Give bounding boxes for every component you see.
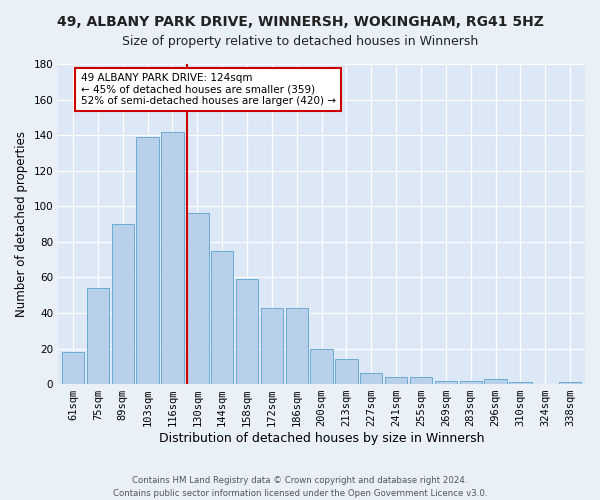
Bar	[186, 214, 209, 384]
Bar	[434, 380, 457, 384]
Bar	[112, 224, 134, 384]
Y-axis label: Number of detached properties: Number of detached properties	[15, 131, 28, 317]
Text: Size of property relative to detached houses in Winnersh: Size of property relative to detached ho…	[122, 35, 478, 48]
Bar	[211, 250, 233, 384]
Text: 49, ALBANY PARK DRIVE, WINNERSH, WOKINGHAM, RG41 5HZ: 49, ALBANY PARK DRIVE, WINNERSH, WOKINGH…	[56, 15, 544, 29]
Bar	[559, 382, 581, 384]
Bar	[335, 359, 358, 384]
Bar	[161, 132, 184, 384]
Bar	[460, 380, 482, 384]
Bar	[484, 378, 507, 384]
Bar	[410, 377, 432, 384]
Bar	[286, 308, 308, 384]
Bar	[385, 377, 407, 384]
Bar	[136, 137, 159, 384]
Bar	[87, 288, 109, 384]
Text: 49 ALBANY PARK DRIVE: 124sqm
← 45% of detached houses are smaller (359)
52% of s: 49 ALBANY PARK DRIVE: 124sqm ← 45% of de…	[80, 73, 335, 106]
Bar	[310, 348, 333, 384]
X-axis label: Distribution of detached houses by size in Winnersh: Distribution of detached houses by size …	[159, 432, 484, 445]
Bar	[236, 279, 258, 384]
Bar	[360, 374, 382, 384]
Text: Contains HM Land Registry data © Crown copyright and database right 2024.
Contai: Contains HM Land Registry data © Crown c…	[113, 476, 487, 498]
Bar	[509, 382, 532, 384]
Bar	[260, 308, 283, 384]
Bar	[62, 352, 84, 384]
